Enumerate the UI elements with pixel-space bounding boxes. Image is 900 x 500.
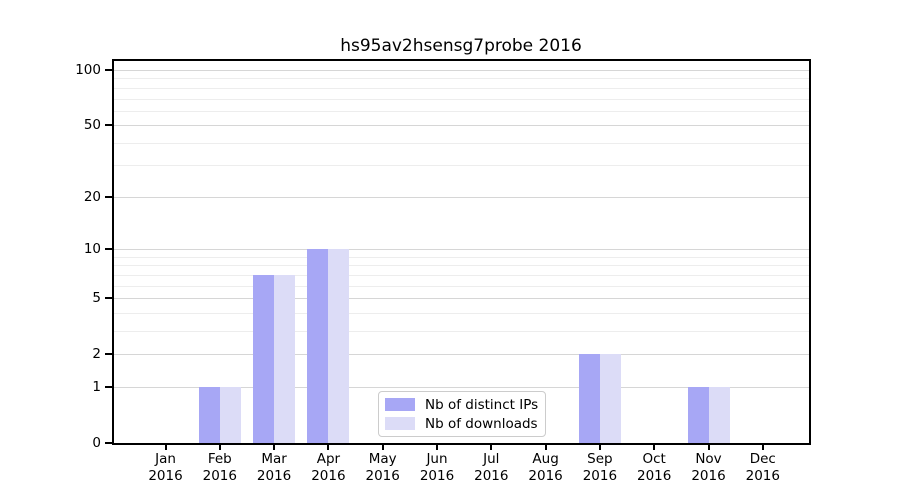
y-tick — [105, 297, 112, 300]
bar-distinct-ips — [578, 354, 600, 443]
x-tick — [327, 445, 330, 450]
bar-distinct-ips — [687, 386, 709, 443]
gridline-major — [114, 125, 809, 127]
x-tick-label: Nov 2016 — [691, 451, 726, 484]
gridline-major — [114, 70, 809, 71]
x-tick-label: Dec 2016 — [745, 451, 780, 484]
y-tick-label: 100 — [75, 62, 101, 78]
gridline-major — [114, 386, 809, 388]
x-tick-label: Jun 2016 — [419, 451, 455, 484]
gridline-minor — [114, 265, 809, 267]
bar-downloads — [274, 274, 296, 443]
y-tick-label: 0 — [92, 435, 101, 451]
legend-item-distinct-ips: Nb of distinct IPs — [385, 397, 539, 413]
y-tick-label: 5 — [92, 290, 101, 307]
gridline-minor — [114, 110, 809, 112]
x-tick — [273, 445, 276, 450]
x-tick-label: Feb 2016 — [202, 451, 237, 484]
legend-label-distinct-ips: Nb of distinct IPs — [425, 396, 539, 413]
bar-downloads — [708, 386, 730, 443]
legend-item-downloads: Nb of downloads — [385, 416, 539, 432]
x-tick — [653, 445, 656, 450]
x-tick-label: Mar 2016 — [256, 451, 292, 484]
x-tick-label: Oct 2016 — [637, 451, 672, 484]
gridline-major — [114, 354, 809, 356]
y-tick-label: 2 — [92, 346, 101, 363]
gridline-minor — [114, 256, 809, 258]
x-tick-label: May 2016 — [365, 451, 400, 484]
y-tick — [105, 69, 112, 71]
gridline-minor — [114, 78, 809, 80]
x-tick-label: Aug 2016 — [528, 451, 563, 484]
gridline-minor — [114, 285, 809, 287]
bar-distinct-ips — [307, 249, 329, 443]
y-tick — [105, 195, 112, 198]
x-tick-label: Sep 2016 — [582, 451, 618, 484]
bar-downloads — [599, 354, 621, 443]
x-tick — [164, 445, 167, 450]
x-tick — [218, 445, 221, 450]
x-tick — [761, 445, 764, 450]
y-tick — [105, 385, 112, 388]
x-tick-label: Jan 2016 — [148, 451, 183, 484]
x-tick — [707, 445, 710, 450]
x-tick — [598, 445, 601, 450]
legend: Nb of distinct IPs Nb of downloads — [378, 391, 546, 437]
y-tick-label: 20 — [83, 188, 101, 205]
y-tick-label: 1 — [92, 378, 101, 395]
legend-swatch-distinct-ips — [385, 398, 415, 411]
legend-swatch-downloads — [385, 417, 415, 430]
legend-label-downloads: Nb of downloads — [425, 415, 538, 432]
y-tick-label: 10 — [83, 241, 101, 258]
plot-area — [112, 59, 811, 445]
y-tick — [105, 248, 112, 251]
bar-downloads — [328, 249, 350, 443]
gridline-minor — [114, 330, 809, 332]
gridline-minor — [114, 165, 809, 167]
bar-downloads — [219, 386, 241, 443]
x-tick — [381, 445, 384, 450]
chart-title: hs95av2hsensg7probe 2016 — [340, 36, 582, 56]
y-tick — [105, 353, 112, 356]
gridline-minor — [114, 98, 809, 100]
x-tick-label: Apr 2016 — [311, 451, 346, 484]
y-tick-label: 50 — [83, 117, 101, 134]
gridline-minor — [114, 142, 809, 144]
gridline-minor — [114, 312, 809, 314]
gridline-minor — [114, 87, 809, 89]
bar-distinct-ips — [253, 274, 275, 443]
x-tick — [436, 445, 438, 450]
y-tick — [105, 442, 112, 444]
x-tick — [544, 445, 547, 450]
gridline-major — [114, 298, 809, 300]
x-tick-label: Jul 2016 — [474, 451, 509, 484]
gridline-major — [114, 249, 809, 251]
bar-distinct-ips — [198, 386, 220, 443]
gridline-minor — [114, 274, 809, 276]
gridline-major — [114, 196, 809, 198]
x-tick — [490, 445, 493, 450]
y-tick — [105, 124, 112, 127]
